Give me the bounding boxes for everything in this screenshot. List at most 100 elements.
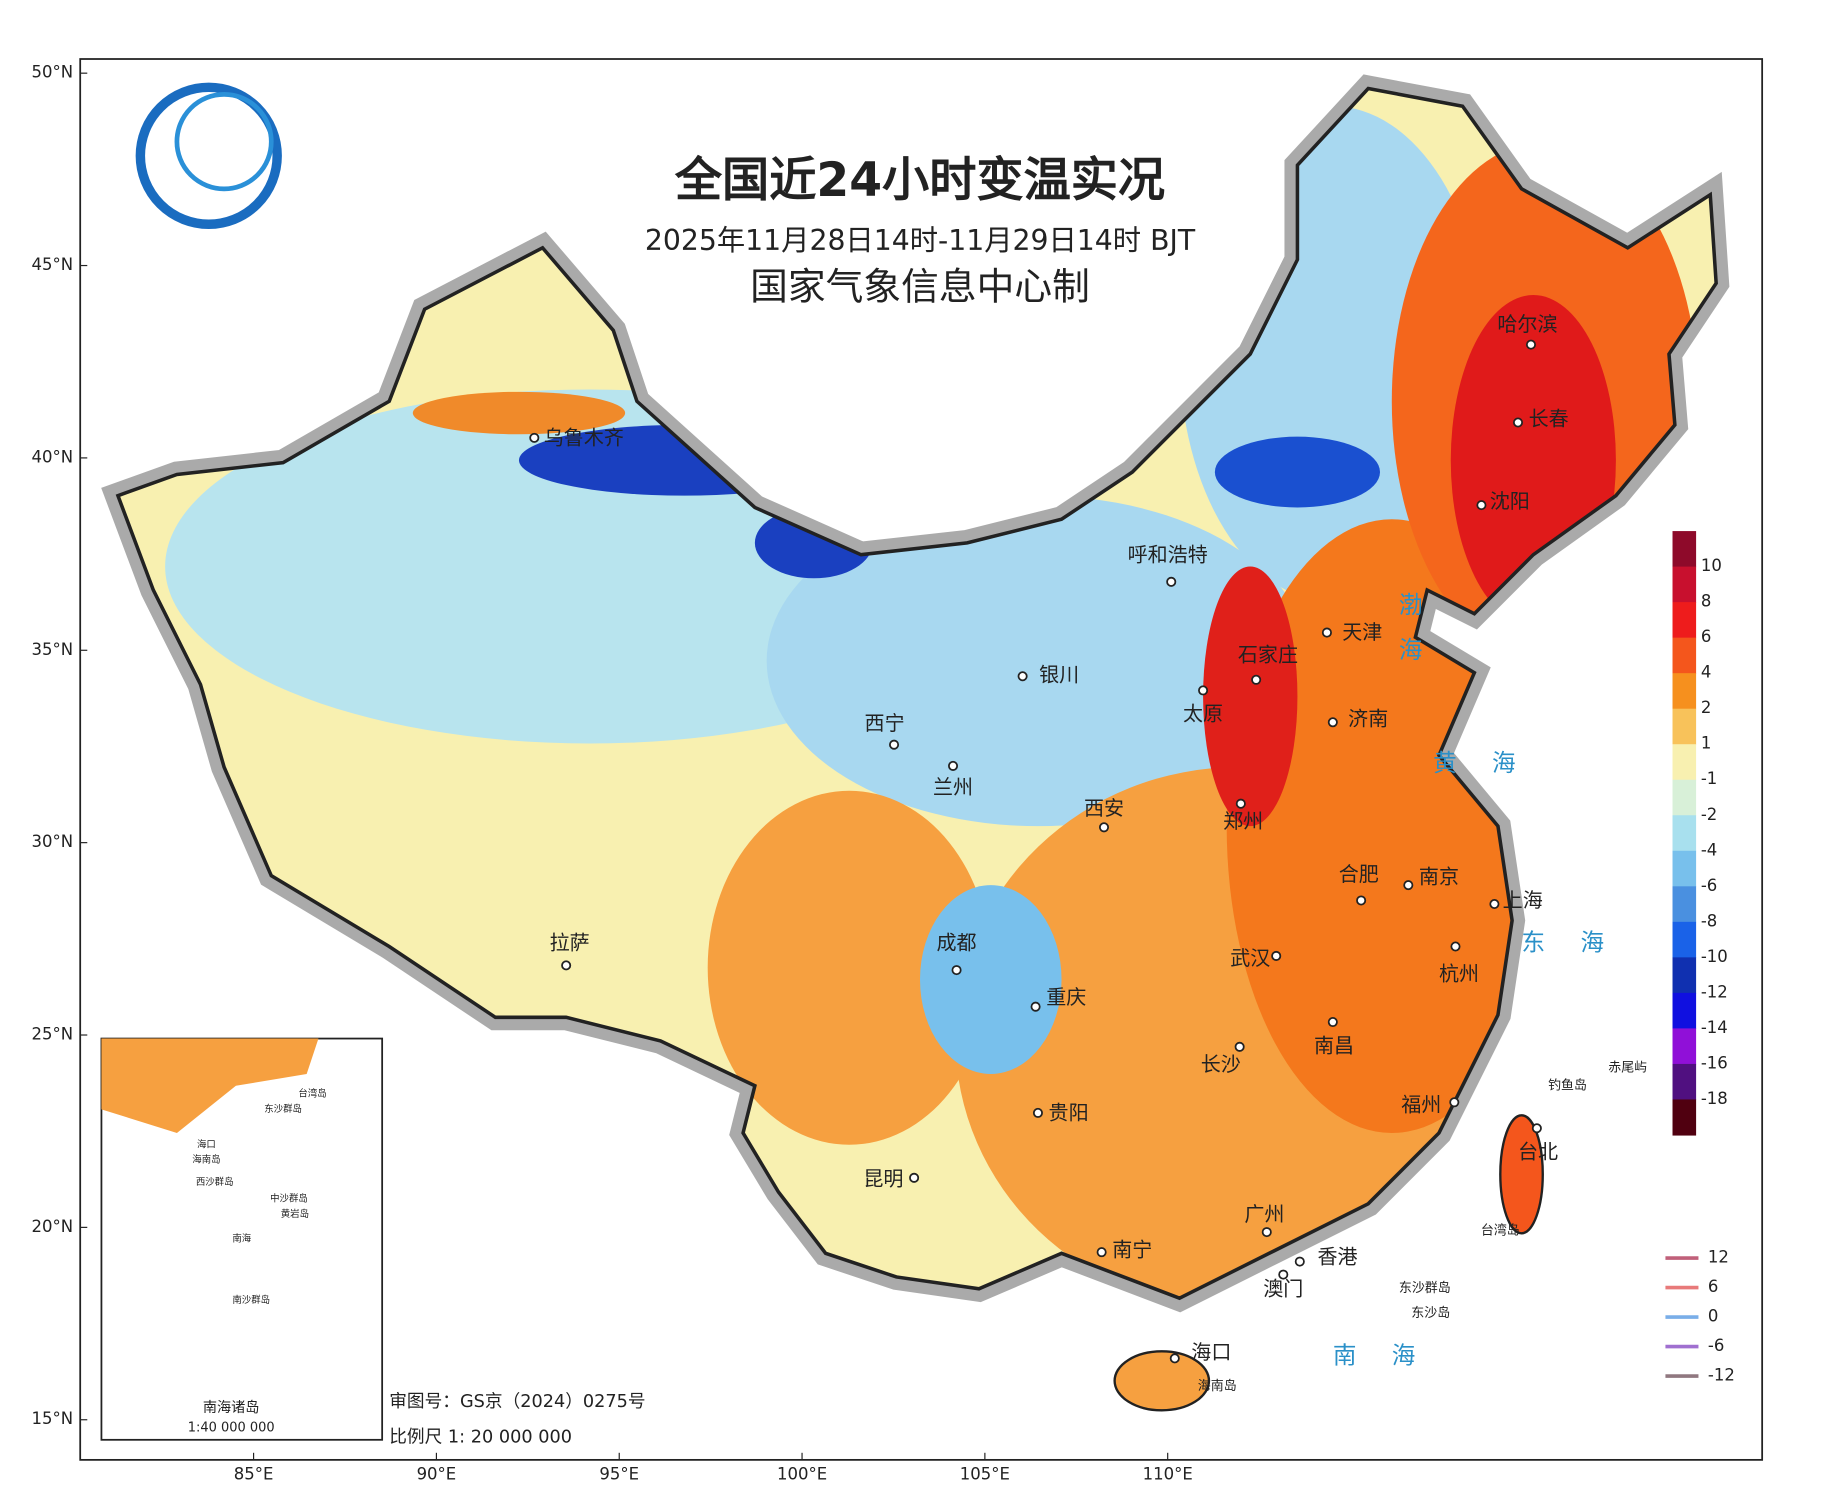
lat-label: 45°N: [32, 255, 74, 274]
island-label: 海南岛: [1198, 1378, 1237, 1394]
lon-label: 90°E: [417, 1465, 457, 1484]
city-marker: [948, 760, 959, 771]
subtitle: 2025年11月28日14时-11月29日14时 BJT: [645, 224, 1196, 257]
city-marker: [951, 965, 962, 976]
scale: 比例尺 1: 20 000 000: [389, 1426, 572, 1447]
inset-label: 黄岩岛: [281, 1208, 309, 1220]
city-marker: [1294, 1256, 1305, 1267]
city-label: 兰州: [933, 775, 973, 799]
city-marker: [1327, 1017, 1338, 1028]
colorbar-label: -16: [1701, 1053, 1728, 1072]
city-marker: [1098, 822, 1110, 833]
approval: 审图号：GS京（2024）0275号: [389, 1391, 645, 1412]
colorbar-bin: [1672, 708, 1697, 745]
contour-legend-label: -12: [1708, 1366, 1735, 1385]
city-label: 哈尔滨: [1497, 312, 1557, 336]
city-label: 乌鲁木齐: [544, 426, 624, 450]
contour-legend-label: 6: [1708, 1277, 1718, 1296]
colorbar-label: -1: [1701, 769, 1717, 788]
colorbar-bin: [1672, 673, 1697, 710]
colorbar-bin: [1672, 1028, 1697, 1065]
city-label: 长春: [1529, 407, 1569, 431]
island-label: 台湾岛: [1481, 1222, 1520, 1238]
colorbar-label: -2: [1701, 805, 1717, 824]
colorbar-label: -8: [1701, 911, 1717, 930]
city-marker: [1525, 339, 1536, 350]
city-marker: [1356, 895, 1367, 906]
city-label: 南宁: [1112, 1237, 1152, 1261]
colorbar-bin: [1672, 957, 1697, 994]
city-label: 重庆: [1046, 985, 1086, 1009]
colorbar-label: 6: [1701, 627, 1711, 646]
sea-label: 南海: [1333, 1342, 1451, 1370]
city-label: 贵阳: [1049, 1101, 1089, 1125]
city-label: 澳门: [1263, 1276, 1303, 1300]
city-label: 香港: [1317, 1245, 1357, 1269]
island-label: 赤尾屿: [1608, 1061, 1647, 1076]
city-label: 南昌: [1314, 1033, 1354, 1057]
city-label: 郑州: [1223, 809, 1263, 833]
city-label: 拉萨: [550, 931, 590, 955]
inset-label: 海口: [197, 1138, 216, 1150]
city-marker: [1198, 685, 1209, 696]
colorbar-label: 2: [1701, 698, 1711, 717]
colorbar-bin: [1672, 637, 1697, 674]
lon-label: 105°E: [960, 1465, 1010, 1484]
colorbar-label: -18: [1701, 1089, 1728, 1108]
lat-label: 25°N: [32, 1025, 74, 1044]
city-marker: [1271, 950, 1282, 961]
island-label: 东沙群岛: [1399, 1280, 1451, 1296]
city-marker: [1327, 717, 1338, 728]
city-marker: [561, 960, 572, 971]
colorbar-bin: [1672, 602, 1697, 639]
city-marker: [909, 1172, 920, 1183]
city-marker: [1017, 671, 1028, 682]
colorbar-bin: [1672, 815, 1697, 852]
colorbar-bin: [1672, 921, 1697, 958]
lat-label: 20°N: [32, 1217, 74, 1236]
title: 全国近24小时变温实况: [674, 153, 1165, 208]
city-marker: [1278, 1269, 1289, 1280]
city-marker: [1512, 417, 1524, 428]
city-label: 杭州: [1439, 961, 1479, 985]
inset-label: 台湾岛: [298, 1088, 326, 1100]
city-marker: [1476, 500, 1487, 511]
inset-title: 南海诸岛: [203, 1400, 260, 1416]
city-label: 银川: [1039, 663, 1079, 687]
inset-land: [101, 1038, 319, 1133]
city-marker: [1449, 1097, 1460, 1108]
lat-label: 35°N: [32, 640, 74, 659]
producer: 国家气象信息中心制: [750, 265, 1090, 309]
city-label: 太原: [1183, 702, 1223, 726]
city-marker: [1403, 880, 1414, 891]
colorbar-label: 1: [1701, 734, 1711, 753]
city-marker: [1030, 1001, 1041, 1012]
city-label: 沈阳: [1490, 489, 1530, 513]
contour-legend-label: 0: [1708, 1307, 1718, 1326]
city-marker: [1235, 798, 1246, 809]
colorbar-bin: [1672, 1063, 1697, 1101]
city-marker: [1321, 627, 1332, 638]
inset-label: 西沙群岛: [196, 1176, 234, 1188]
colorbar-label: -10: [1701, 947, 1728, 966]
city-marker: [529, 432, 540, 443]
colorbar-label: 10: [1701, 556, 1722, 575]
city-marker: [1450, 941, 1461, 952]
colorbar-bin: [1672, 531, 1697, 568]
colorbar-label: -4: [1701, 840, 1717, 859]
colorbar-bin: [1672, 992, 1697, 1029]
city-label: 广州: [1244, 1202, 1284, 1226]
logo: [135, 82, 282, 229]
inset-label: 东沙群岛: [264, 1103, 302, 1115]
colorbar-label: -14: [1701, 1018, 1728, 1037]
city-label: 西安: [1084, 796, 1124, 820]
city-label: 天津: [1342, 620, 1382, 644]
city-marker: [889, 739, 900, 750]
city-label: 武汉: [1230, 946, 1270, 970]
lon-label: 95°E: [599, 1465, 639, 1484]
colorbar-bin: [1672, 779, 1697, 816]
sea-label: 渤海: [1395, 592, 1423, 682]
city-label: 西宁: [865, 711, 905, 735]
lat-label: 30°N: [32, 832, 74, 851]
